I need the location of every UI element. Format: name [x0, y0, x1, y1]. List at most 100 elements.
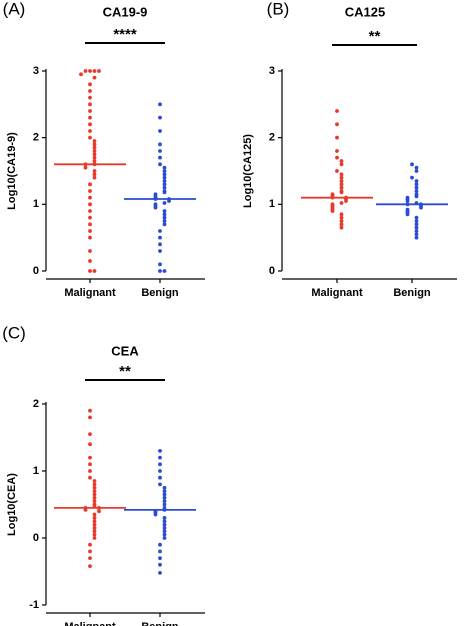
x-tick-label: Malignant — [64, 621, 116, 626]
data-point — [335, 109, 339, 113]
data-point — [419, 205, 423, 210]
data-point — [162, 219, 167, 223]
data-point — [162, 532, 167, 537]
data-point — [158, 455, 162, 460]
data-point — [405, 212, 410, 217]
data-point — [339, 182, 344, 187]
data-point — [88, 462, 92, 467]
data-point — [158, 475, 162, 480]
data-point — [92, 536, 97, 540]
panel-label: (B) — [267, 0, 290, 18]
panel: (B) CA125 Log10(CA125) 0 1 2 3 Malignant Benign *… — [242, 0, 457, 299]
y-tick-label: 3 — [33, 65, 39, 77]
data-point — [92, 522, 97, 527]
data-point — [83, 69, 88, 73]
y-tick-label: 3 — [269, 65, 275, 77]
data-point — [88, 556, 92, 560]
data-point — [88, 182, 92, 187]
data-point — [92, 479, 97, 483]
x-tick-label: Benign — [141, 621, 179, 626]
data-point — [92, 175, 97, 180]
data-point — [335, 135, 339, 140]
data-point — [158, 469, 162, 473]
data-point — [335, 155, 339, 160]
data-point — [92, 269, 97, 273]
data-point — [88, 475, 92, 480]
data-point — [88, 115, 92, 120]
data-point — [92, 172, 97, 177]
y-axis-label: Log10(CEA) — [6, 473, 18, 536]
data-point — [162, 499, 167, 504]
data-point — [88, 102, 92, 107]
data-point — [158, 129, 162, 133]
data-point — [162, 201, 167, 205]
data-point — [88, 189, 92, 193]
y-tick-label: 2 — [33, 132, 39, 144]
data-point — [88, 229, 92, 233]
data-point — [97, 509, 101, 514]
data-point — [339, 175, 344, 180]
x-tick-label: Malignant — [64, 287, 116, 299]
data-point — [339, 162, 344, 167]
data-point — [335, 169, 339, 173]
significance-label: **** — [113, 26, 137, 43]
data-point — [339, 225, 344, 230]
data-point — [414, 182, 419, 187]
data-point — [414, 219, 419, 223]
data-point — [330, 209, 335, 213]
data-point — [88, 249, 92, 253]
data-point — [88, 135, 92, 140]
data-point — [92, 482, 97, 487]
data-point — [92, 169, 97, 173]
data-point — [88, 549, 92, 554]
data-point — [158, 556, 162, 560]
data-point — [88, 82, 92, 87]
data-point — [88, 415, 92, 420]
data-point — [88, 564, 92, 569]
y-tick-label: 2 — [33, 398, 39, 410]
data-point — [414, 225, 419, 230]
data-point — [162, 495, 167, 500]
data-point — [92, 155, 97, 160]
x-tick-label: Benign — [141, 287, 179, 299]
data-point — [158, 155, 162, 160]
data-point — [414, 232, 419, 237]
data-point — [162, 185, 167, 190]
data-point — [88, 235, 92, 240]
data-point — [153, 512, 158, 517]
data-point — [158, 115, 162, 120]
data-point — [162, 190, 167, 195]
data-point — [162, 516, 167, 520]
y-axis-label: Log10(CA19-9) — [6, 132, 18, 210]
data-point — [88, 259, 92, 263]
data-point — [92, 499, 97, 504]
data-point — [92, 516, 97, 520]
data-point — [162, 165, 167, 170]
y-tick-label: 0 — [269, 265, 275, 277]
data-point — [414, 215, 419, 220]
data-point — [339, 215, 344, 220]
data-point — [414, 189, 419, 193]
data-point — [92, 152, 97, 157]
data-point — [88, 442, 92, 447]
data-point — [335, 122, 339, 127]
data-point — [92, 532, 97, 537]
data-point — [88, 432, 92, 437]
chart-title: CA125 — [345, 4, 385, 19]
data-point — [339, 219, 344, 223]
data-point — [92, 149, 97, 153]
panel-label: (A) — [3, 0, 26, 18]
data-point — [162, 536, 167, 540]
data-point — [162, 175, 167, 180]
data-point — [83, 507, 88, 512]
data-point — [158, 249, 162, 253]
chart-title: CEA — [111, 343, 139, 358]
data-point — [88, 215, 92, 220]
data-point — [88, 455, 92, 460]
data-point — [339, 159, 344, 163]
data-point — [158, 549, 162, 554]
data-point — [92, 503, 97, 508]
data-point — [92, 75, 97, 80]
data-point — [158, 482, 162, 487]
data-point — [162, 222, 167, 227]
